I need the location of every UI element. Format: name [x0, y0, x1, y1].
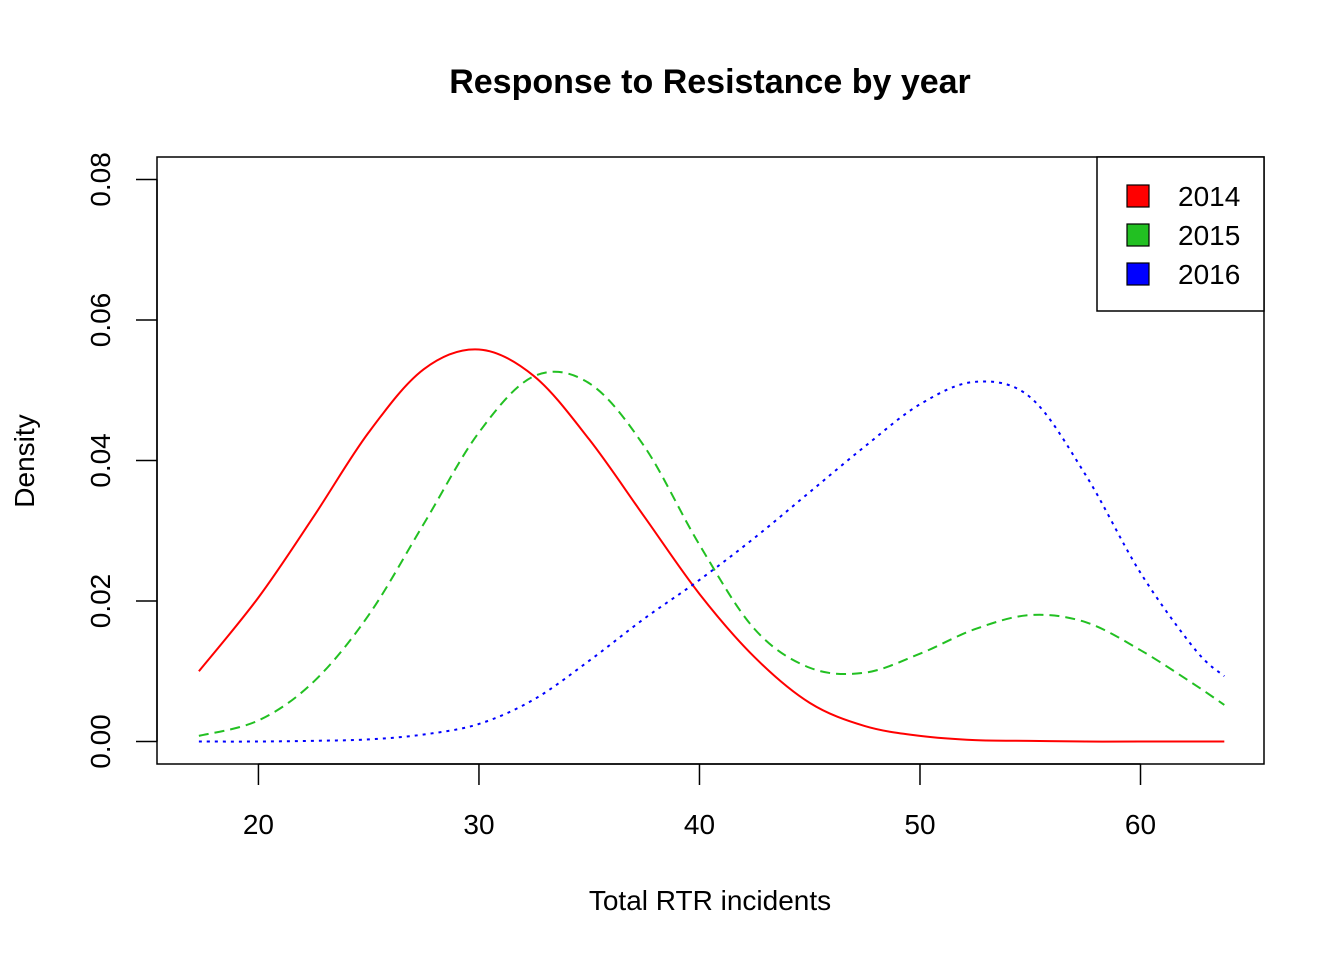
y-axis-label: Density [9, 414, 40, 507]
y-tick-label: 0.08 [85, 152, 116, 207]
x-tick-label: 60 [1125, 809, 1156, 840]
y-tick-label: 0.02 [85, 574, 116, 629]
x-axis-label: Total RTR incidents [589, 885, 831, 916]
chart-title: Response to Resistance by year [449, 63, 971, 101]
series-2015-line [198, 370, 1225, 737]
x-tick-label: 30 [463, 809, 494, 840]
x-axis: 20 30 40 50 60 [243, 763, 1156, 840]
legend-box [1096, 156, 1265, 312]
x-tick-label: 20 [243, 809, 274, 840]
legend-swatch-2015 [1126, 223, 1150, 247]
y-axis: 0.00 0.02 0.04 0.06 0.08 [85, 152, 158, 769]
y-tick-label: 0.04 [85, 433, 116, 488]
y-tick-label: 0.06 [85, 293, 116, 348]
legend-swatch-2014 [1126, 184, 1150, 208]
legend-swatch-2016 [1126, 262, 1150, 286]
legend-label-2014: 2014 [1178, 181, 1240, 212]
series-2016-line [198, 380, 1225, 743]
legend: 2014 2015 2016 [1096, 156, 1265, 312]
x-tick-label: 50 [904, 809, 935, 840]
legend-label-2016: 2016 [1178, 259, 1240, 290]
legend-label-2015: 2015 [1178, 220, 1240, 251]
series-group [198, 348, 1225, 743]
x-tick-label: 40 [684, 809, 715, 840]
series-2014-line [198, 348, 1225, 743]
y-tick-label: 0.00 [85, 714, 116, 769]
